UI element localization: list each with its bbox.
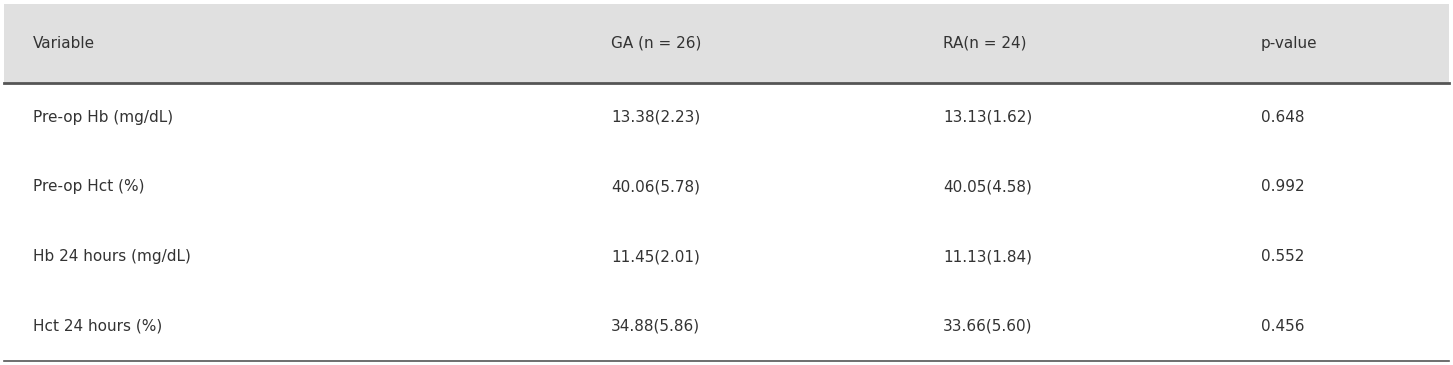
- Text: 34.88(5.86): 34.88(5.86): [610, 319, 700, 334]
- Text: 11.13(1.84): 11.13(1.84): [943, 249, 1032, 264]
- Bar: [4, 222, 1449, 291]
- Bar: [4, 82, 1449, 152]
- Text: p-value: p-value: [1261, 36, 1318, 51]
- Text: 13.38(2.23): 13.38(2.23): [610, 110, 700, 125]
- Text: 0.648: 0.648: [1261, 110, 1305, 125]
- Bar: [4, 291, 1449, 361]
- Text: 0.992: 0.992: [1261, 180, 1305, 195]
- Text: 0.552: 0.552: [1261, 249, 1305, 264]
- Text: Pre-op Hb (mg/dL): Pre-op Hb (mg/dL): [33, 110, 173, 125]
- Text: Variable: Variable: [33, 36, 96, 51]
- Bar: [4, 4, 1449, 82]
- Text: 33.66(5.60): 33.66(5.60): [943, 319, 1033, 334]
- Text: Hct 24 hours (%): Hct 24 hours (%): [33, 319, 163, 334]
- Text: 0.456: 0.456: [1261, 319, 1305, 334]
- Bar: [4, 152, 1449, 222]
- Text: GA (n = 26): GA (n = 26): [610, 36, 702, 51]
- Text: Pre-op Hct (%): Pre-op Hct (%): [33, 180, 144, 195]
- Text: 40.05(4.58): 40.05(4.58): [943, 180, 1032, 195]
- Text: 11.45(2.01): 11.45(2.01): [610, 249, 700, 264]
- Text: RA(n = 24): RA(n = 24): [943, 36, 1027, 51]
- Text: 13.13(1.62): 13.13(1.62): [943, 110, 1033, 125]
- Text: 40.06(5.78): 40.06(5.78): [610, 180, 700, 195]
- Text: Hb 24 hours (mg/dL): Hb 24 hours (mg/dL): [33, 249, 190, 264]
